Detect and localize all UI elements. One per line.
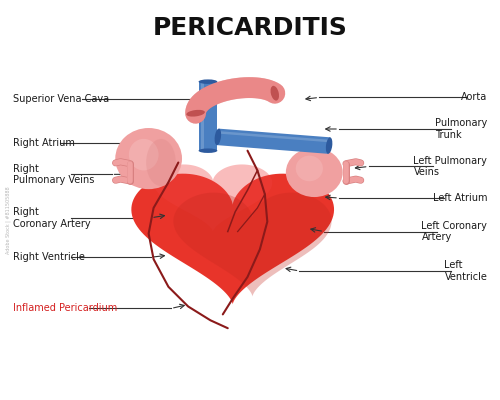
Text: Left Atrium: Left Atrium (433, 193, 488, 203)
Ellipse shape (198, 80, 218, 84)
Text: Right
Coronary Artery: Right Coronary Artery (12, 207, 90, 228)
Polygon shape (198, 82, 218, 151)
Polygon shape (218, 131, 330, 142)
Polygon shape (154, 164, 272, 232)
Text: Adobe Stock | #811505888: Adobe Stock | #811505888 (6, 186, 12, 254)
Text: Right
Pulmonary Veins: Right Pulmonary Veins (12, 164, 94, 185)
Text: Left
Ventricle: Left Ventricle (444, 260, 488, 282)
Ellipse shape (198, 148, 218, 153)
Polygon shape (217, 129, 330, 154)
Ellipse shape (270, 86, 279, 101)
Text: Aorta: Aorta (461, 92, 487, 102)
Text: Pulmonary
Trunk: Pulmonary Trunk (435, 118, 488, 140)
Text: Superior Vena Cava: Superior Vena Cava (12, 94, 109, 104)
Ellipse shape (214, 129, 221, 145)
Text: Left Pulmonary
Veins: Left Pulmonary Veins (414, 156, 488, 177)
Ellipse shape (146, 139, 176, 186)
Ellipse shape (296, 156, 323, 181)
Text: Right Ventricle: Right Ventricle (12, 252, 85, 262)
Text: PERICARDITIS: PERICARDITIS (152, 16, 348, 40)
Ellipse shape (326, 137, 332, 154)
Polygon shape (202, 82, 204, 151)
Polygon shape (174, 193, 332, 297)
Text: Right Atrium: Right Atrium (12, 138, 74, 148)
Ellipse shape (286, 148, 343, 197)
Text: Left Coronary
Artery: Left Coronary Artery (422, 221, 488, 242)
Polygon shape (132, 174, 334, 304)
Ellipse shape (116, 128, 182, 189)
Ellipse shape (129, 139, 158, 170)
Ellipse shape (186, 110, 205, 116)
Text: Inflamed Pericardium: Inflamed Pericardium (12, 304, 117, 314)
